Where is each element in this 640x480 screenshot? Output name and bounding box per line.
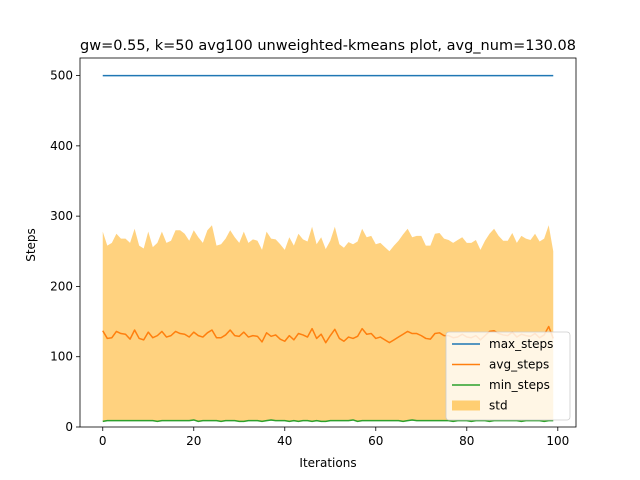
series-std-band — [102, 225, 554, 422]
legend-label-max-steps: max_steps — [489, 337, 553, 351]
x-tick-label: 20 — [186, 434, 201, 448]
chart-title: gw=0.55, k=50 avg100 unweighted-kmeans p… — [80, 38, 576, 54]
y-axis-label: Steps — [24, 228, 38, 262]
series-min-steps-line — [102, 419, 554, 423]
x-tick-label: 100 — [546, 434, 569, 448]
legend-box — [445, 331, 571, 421]
plot-area — [102, 74, 554, 423]
x-tick-label: 80 — [459, 434, 474, 448]
y-tick-label: 400 — [50, 139, 73, 153]
y-tick-label: 500 — [50, 69, 73, 83]
legend-label-min-steps: min_steps — [489, 378, 550, 392]
y-tick-label: 0 — [65, 420, 73, 434]
y-tick-label: 200 — [50, 279, 73, 293]
x-tick-label: 60 — [368, 434, 383, 448]
axes: 0 20 40 60 80 100 0 100 200 300 400 500 — [50, 57, 577, 448]
legend-label-avg-steps: avg_steps — [489, 358, 549, 372]
y-tick-label: 300 — [50, 209, 73, 223]
plot-frame — [79, 57, 577, 428]
legend-swatch-std — [452, 400, 480, 411]
legend-label-std: std — [489, 399, 508, 413]
x-axis-label: Iterations — [299, 456, 356, 470]
x-tick-label: 0 — [99, 434, 107, 448]
x-tick-label: 40 — [277, 434, 292, 448]
y-tick-label: 100 — [50, 350, 73, 364]
